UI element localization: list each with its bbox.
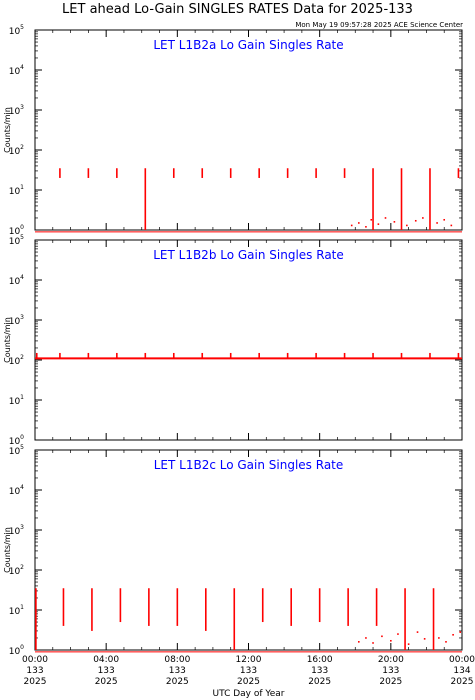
x-tick-label-time: 00:00 — [22, 655, 48, 665]
y-tick-label: 105 — [9, 24, 24, 37]
data-point — [372, 642, 374, 644]
y-tick-label: 102 — [9, 144, 24, 157]
data-point — [443, 218, 446, 221]
data-point — [450, 224, 453, 227]
x-tick-label-time: 08:00 — [164, 655, 190, 665]
plot-frame — [34, 239, 463, 441]
data-point — [414, 219, 417, 222]
y-tick-label: 101 — [9, 184, 24, 197]
x-tick-label-year: 2025 — [166, 677, 189, 687]
x-tick-label-year: 2025 — [308, 677, 331, 687]
data-point — [459, 631, 462, 633]
data-point — [406, 224, 408, 227]
y-axis-label: Counts/min — [3, 107, 12, 153]
data-point — [438, 637, 440, 639]
y-tick-label: 104 — [9, 64, 24, 77]
x-tick-label-doy: 133 — [169, 666, 186, 676]
y-tick-label: 100 — [9, 644, 24, 657]
data-point — [384, 217, 387, 219]
y-tick-label: 102 — [9, 564, 24, 577]
data-point — [358, 222, 360, 224]
x-tick-label-year: 2025 — [95, 677, 118, 687]
data-point — [397, 633, 399, 635]
data-point — [436, 222, 438, 224]
panel-title: LET L1B2c Lo Gain Singles Rate — [154, 458, 344, 472]
x-tick-label-year: 2025 — [24, 677, 47, 687]
panel-title: LET L1B2b Lo Gain Singles Rate — [153, 248, 344, 262]
data-point — [416, 631, 419, 633]
data-point — [445, 641, 447, 643]
y-tick-label: 105 — [9, 444, 24, 457]
y-axis-label: Counts/min — [3, 317, 12, 363]
plot-frame — [34, 29, 463, 231]
page-title: LET ahead Lo-Gain SINGLES RATES Data for… — [62, 2, 413, 17]
y-tick-label: 102 — [9, 354, 24, 367]
y-tick-label: 105 — [9, 234, 24, 247]
x-tick-label-time: 12:00 — [236, 655, 262, 665]
data-point — [377, 223, 380, 225]
x-tick-label-year: 2025 — [451, 677, 474, 687]
data-point — [365, 226, 367, 228]
x-tick-label-doy: 133 — [240, 666, 257, 676]
data-point — [350, 224, 353, 227]
x-tick-label-doy: 133 — [311, 666, 328, 676]
x-tick-label-time: 20:00 — [378, 655, 404, 665]
y-tick-label: 101 — [9, 604, 24, 617]
x-tick-label-doy: 133 — [26, 666, 43, 676]
y-tick-label: 100 — [9, 434, 24, 447]
data-point — [370, 218, 373, 221]
y-tick-label: 101 — [9, 394, 24, 407]
x-tick-label-time: 16:00 — [307, 655, 333, 665]
timestamp: Mon May 19 09:57:28 2025 ACE Science Cen… — [295, 21, 463, 29]
x-axis-label: UTC Day of Year — [213, 689, 285, 699]
x-tick-label-doy: 134 — [453, 666, 470, 676]
x-tick-label-time: 00:00 — [449, 655, 475, 665]
x-tick-label-doy: 133 — [98, 666, 115, 676]
x-tick-label-year: 2025 — [237, 677, 260, 687]
y-tick-label: 103 — [9, 314, 24, 327]
y-tick-label: 103 — [9, 104, 24, 117]
y-tick-label: 104 — [9, 484, 24, 497]
data-point — [452, 633, 454, 636]
data-point — [365, 637, 367, 639]
data-point — [422, 217, 424, 219]
x-tick-label-year: 2025 — [379, 677, 402, 687]
y-tick-label: 103 — [9, 524, 24, 537]
y-tick-label: 100 — [9, 224, 24, 237]
x-tick-label-time: 04:00 — [93, 655, 119, 665]
x-tick-label-doy: 133 — [382, 666, 399, 676]
data-point — [381, 635, 383, 638]
data-point — [390, 639, 392, 642]
plot-frame — [34, 449, 463, 651]
data-point — [393, 221, 396, 223]
y-axis-label: Counts/min — [3, 527, 12, 573]
panel-title: LET L1B2a Lo Gain Singles Rate — [153, 38, 343, 52]
y-tick-label: 104 — [9, 274, 24, 287]
data-point — [407, 643, 410, 645]
data-point — [358, 641, 360, 643]
data-point — [423, 638, 426, 640]
